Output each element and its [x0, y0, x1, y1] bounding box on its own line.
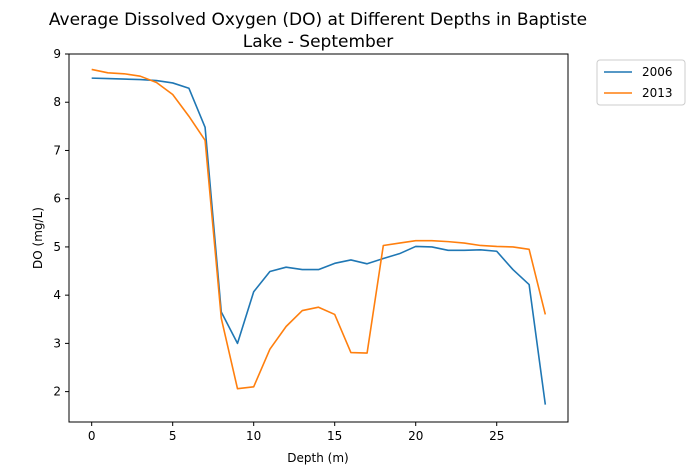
legend: 2006 2013	[596, 59, 686, 106]
data-point-2006-19	[398, 252, 400, 254]
data-point-2006-1	[107, 77, 109, 79]
series-line-2013	[91, 68, 547, 390]
y-tick-label: 8	[53, 95, 61, 109]
data-point-2006-24	[479, 249, 481, 251]
data-point-2013-1	[107, 72, 109, 74]
data-point-2006-22	[447, 249, 449, 251]
data-point-2013-2	[123, 73, 125, 75]
data-point-2013-4	[155, 81, 157, 83]
data-point-2006-25	[496, 250, 498, 252]
series-layer	[90, 68, 547, 405]
data-point-2013-15	[334, 313, 336, 315]
data-point-2013-25	[496, 245, 498, 247]
y-tick-label: 9	[53, 47, 61, 61]
data-point-2006-17	[366, 263, 368, 265]
y-tick-label: 2	[53, 385, 61, 399]
x-tick-label: 5	[169, 429, 177, 443]
data-point-2013-26	[512, 246, 514, 248]
chart-title-line-1: Average Dissolved Oxygen (DO) at Differe…	[49, 10, 587, 30]
plot-frame	[68, 53, 569, 423]
data-point-2006-26	[512, 268, 514, 270]
data-point-2013-24	[479, 244, 481, 246]
data-point-2006-18	[382, 257, 384, 259]
series-2013	[90, 68, 547, 390]
data-point-2006-21	[431, 246, 433, 248]
data-point-2013-6	[188, 115, 190, 117]
data-point-2013-17	[366, 352, 368, 354]
legend-label-2013: 2013	[642, 86, 673, 100]
data-point-2013-3	[139, 75, 141, 77]
x-tick-label: 20	[408, 429, 423, 443]
data-point-2006-7	[204, 126, 206, 128]
data-point-2013-5	[171, 93, 173, 95]
data-point-2013-0	[90, 68, 92, 70]
chart-title-line-2: Lake - September	[243, 32, 394, 52]
y-tick-label: 5	[53, 240, 61, 254]
series-2006	[90, 77, 547, 405]
series-line-2006	[91, 77, 547, 405]
data-point-2006-3	[139, 78, 141, 80]
data-point-2013-28	[544, 313, 546, 315]
data-point-2013-12	[285, 325, 287, 327]
data-point-2013-27	[528, 248, 530, 250]
data-point-2006-6	[188, 87, 190, 89]
data-point-2013-8	[220, 317, 222, 319]
x-tick-label: 15	[327, 429, 342, 443]
data-point-2013-18	[382, 244, 384, 246]
data-point-2013-7	[204, 139, 206, 141]
x-tick-label: 10	[246, 429, 261, 443]
data-point-2006-12	[285, 266, 287, 268]
y-tick-label: 7	[53, 143, 61, 157]
y-axis-label: DO (mg/L)	[31, 207, 45, 269]
data-point-2013-9	[236, 388, 238, 390]
data-point-2006-2	[123, 78, 125, 80]
data-point-2006-13	[301, 268, 303, 270]
data-point-2013-13	[301, 309, 303, 311]
data-point-2013-23	[463, 242, 465, 244]
data-point-2006-16	[350, 259, 352, 261]
data-point-2006-23	[463, 249, 465, 251]
y-tick-label: 3	[53, 336, 61, 350]
data-point-2006-5	[171, 82, 173, 84]
data-point-2013-20	[415, 239, 417, 241]
data-point-2006-15	[334, 262, 336, 264]
data-point-2013-10	[252, 386, 254, 388]
x-tick-label: 0	[88, 429, 96, 443]
y-tick-label: 4	[53, 288, 61, 302]
data-point-2006-0	[90, 77, 92, 79]
data-point-2006-20	[415, 245, 417, 247]
data-point-2006-28	[544, 403, 546, 405]
data-point-2006-14	[317, 268, 319, 270]
data-point-2013-11	[269, 348, 271, 350]
data-point-2013-19	[398, 242, 400, 244]
data-point-2006-9	[236, 342, 238, 344]
ticks-layer: 0 5 10 15 20 25 2 3 4 5 6 7 8 9	[53, 47, 504, 443]
data-point-2006-11	[269, 270, 271, 272]
data-point-2013-21	[431, 239, 433, 241]
data-point-2006-10	[252, 291, 254, 293]
data-point-2013-14	[317, 306, 319, 308]
data-point-2013-16	[350, 351, 352, 353]
data-point-2013-22	[447, 240, 449, 242]
x-axis-label: Depth (m)	[287, 451, 348, 465]
y-tick-label: 6	[53, 192, 61, 206]
data-point-2006-27	[528, 283, 530, 285]
legend-label-2006: 2006	[642, 65, 673, 79]
x-tick-label: 25	[489, 429, 504, 443]
